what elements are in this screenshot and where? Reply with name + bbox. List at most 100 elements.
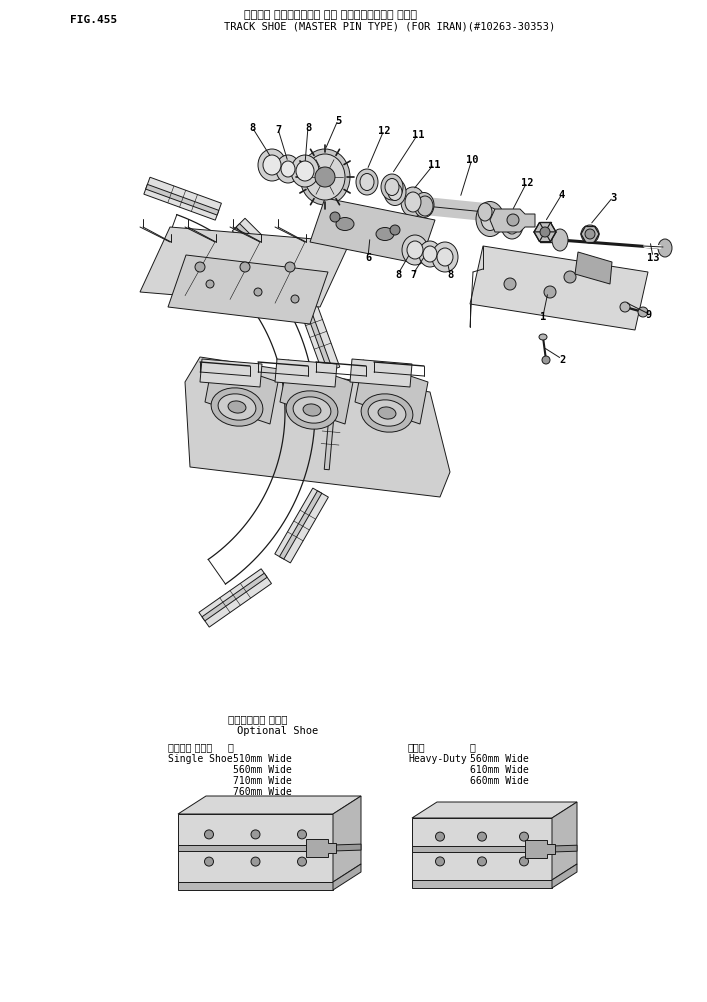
Polygon shape bbox=[236, 224, 293, 282]
Text: 幅: 幅 bbox=[470, 741, 476, 752]
Ellipse shape bbox=[305, 155, 345, 200]
Polygon shape bbox=[178, 797, 361, 815]
Polygon shape bbox=[306, 839, 336, 857]
Polygon shape bbox=[319, 394, 344, 471]
Polygon shape bbox=[552, 846, 577, 852]
Ellipse shape bbox=[376, 228, 394, 241]
Polygon shape bbox=[552, 864, 577, 888]
Text: Single Shoe: Single Shoe bbox=[168, 754, 233, 764]
Polygon shape bbox=[350, 360, 412, 388]
Ellipse shape bbox=[419, 241, 441, 268]
Circle shape bbox=[436, 857, 445, 866]
Text: 760mm Wide: 760mm Wide bbox=[233, 787, 292, 797]
Ellipse shape bbox=[211, 389, 263, 427]
Polygon shape bbox=[545, 223, 556, 232]
Polygon shape bbox=[279, 491, 322, 559]
Text: 6: 6 bbox=[365, 253, 371, 263]
Polygon shape bbox=[333, 845, 361, 851]
Circle shape bbox=[195, 263, 205, 273]
Polygon shape bbox=[199, 569, 271, 627]
Ellipse shape bbox=[405, 192, 421, 212]
Circle shape bbox=[251, 858, 260, 867]
Ellipse shape bbox=[505, 216, 519, 234]
Polygon shape bbox=[333, 864, 361, 890]
Circle shape bbox=[564, 272, 576, 284]
Circle shape bbox=[542, 357, 550, 365]
Polygon shape bbox=[233, 219, 299, 286]
Circle shape bbox=[285, 263, 295, 273]
Ellipse shape bbox=[378, 408, 396, 420]
Text: 9: 9 bbox=[646, 310, 652, 320]
Polygon shape bbox=[412, 803, 577, 819]
Circle shape bbox=[291, 296, 299, 304]
Text: 7: 7 bbox=[410, 270, 416, 280]
Ellipse shape bbox=[620, 303, 630, 313]
Circle shape bbox=[520, 857, 529, 866]
Text: 510mm Wide: 510mm Wide bbox=[233, 754, 292, 764]
Circle shape bbox=[504, 279, 516, 291]
Circle shape bbox=[477, 833, 486, 842]
Ellipse shape bbox=[300, 150, 350, 205]
Polygon shape bbox=[178, 815, 333, 882]
Circle shape bbox=[204, 830, 214, 839]
Text: 560mm Wide: 560mm Wide bbox=[470, 754, 529, 764]
Circle shape bbox=[204, 858, 214, 867]
Ellipse shape bbox=[414, 193, 434, 218]
Ellipse shape bbox=[388, 184, 402, 201]
Ellipse shape bbox=[286, 392, 338, 430]
Circle shape bbox=[254, 289, 262, 297]
Ellipse shape bbox=[552, 229, 568, 252]
Polygon shape bbox=[297, 297, 340, 374]
Text: 幅: 幅 bbox=[228, 741, 234, 752]
Ellipse shape bbox=[384, 179, 406, 206]
Circle shape bbox=[520, 833, 529, 842]
Polygon shape bbox=[534, 232, 545, 242]
Text: Optional Shoe: Optional Shoe bbox=[237, 725, 318, 735]
Ellipse shape bbox=[508, 220, 516, 230]
Text: 12: 12 bbox=[378, 126, 390, 136]
Circle shape bbox=[298, 858, 307, 867]
Circle shape bbox=[477, 857, 486, 866]
Ellipse shape bbox=[381, 174, 403, 200]
Polygon shape bbox=[205, 361, 278, 425]
Text: 11: 11 bbox=[411, 130, 424, 140]
Circle shape bbox=[298, 830, 307, 839]
Polygon shape bbox=[275, 360, 337, 388]
Ellipse shape bbox=[303, 405, 321, 417]
Circle shape bbox=[315, 167, 335, 187]
Text: シングル シュー: シングル シュー bbox=[168, 741, 212, 752]
Ellipse shape bbox=[360, 174, 374, 191]
Ellipse shape bbox=[432, 242, 458, 273]
Ellipse shape bbox=[368, 401, 406, 427]
Text: トラック シュー（マスタ ピン タイプ）（イラン ヨウ）: トラック シュー（マスタ ピン タイプ）（イラン ヨウ） bbox=[243, 10, 416, 20]
Ellipse shape bbox=[281, 162, 295, 177]
Text: 11: 11 bbox=[428, 160, 440, 169]
Circle shape bbox=[544, 287, 556, 299]
Ellipse shape bbox=[539, 335, 547, 341]
Polygon shape bbox=[545, 232, 556, 242]
Circle shape bbox=[540, 227, 550, 237]
Circle shape bbox=[206, 281, 214, 289]
Polygon shape bbox=[200, 360, 262, 388]
Text: 8: 8 bbox=[249, 123, 255, 133]
Ellipse shape bbox=[361, 395, 413, 433]
Text: 7: 7 bbox=[275, 125, 281, 135]
Circle shape bbox=[585, 229, 595, 239]
Ellipse shape bbox=[293, 398, 331, 424]
Polygon shape bbox=[302, 299, 332, 372]
Text: 710mm Wide: 710mm Wide bbox=[233, 776, 292, 786]
Ellipse shape bbox=[356, 169, 378, 195]
Text: 12: 12 bbox=[521, 177, 533, 187]
Ellipse shape bbox=[481, 208, 499, 231]
Polygon shape bbox=[490, 209, 535, 232]
Ellipse shape bbox=[336, 218, 354, 231]
Ellipse shape bbox=[258, 150, 286, 181]
Text: 8: 8 bbox=[447, 270, 453, 280]
Polygon shape bbox=[185, 358, 450, 498]
Text: 8: 8 bbox=[395, 270, 401, 280]
Text: 660mm Wide: 660mm Wide bbox=[470, 776, 529, 786]
Text: 13: 13 bbox=[647, 253, 659, 263]
Ellipse shape bbox=[276, 156, 300, 183]
Polygon shape bbox=[539, 223, 551, 232]
Ellipse shape bbox=[437, 248, 453, 267]
